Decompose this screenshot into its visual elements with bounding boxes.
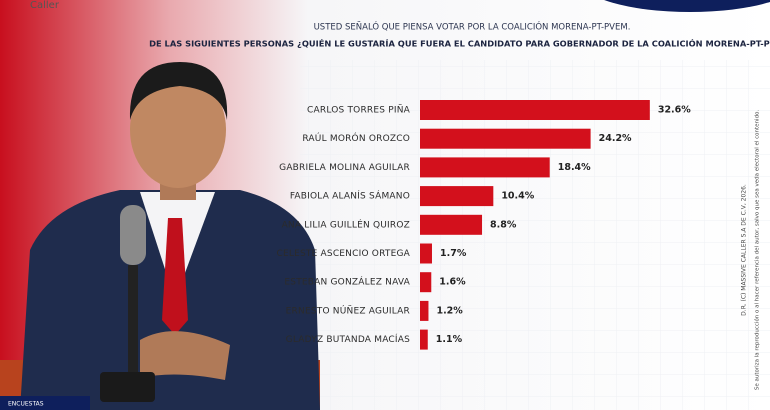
value-label: 1.6% [439, 277, 466, 288]
bar [420, 157, 550, 178]
value-label: 18.4% [558, 162, 591, 173]
bar [420, 214, 483, 235]
mic-base [100, 372, 155, 402]
hands [140, 331, 230, 380]
tie [162, 218, 188, 335]
logo: Caller [30, 0, 60, 11]
bar [420, 329, 428, 350]
badge-box [0, 396, 90, 410]
photo: ENCUESTAS [0, 62, 320, 410]
bar [420, 100, 650, 120]
value-label: 32.6% [658, 105, 691, 116]
bar [420, 243, 432, 264]
value-label: 8.8% [490, 219, 517, 230]
chart-subtitle: DE LAS SIGUIENTES PERSONAS ¿QUIÉN LE GUS… [149, 38, 770, 49]
bar [420, 272, 432, 293]
bar [420, 186, 494, 207]
value-label: 1.7% [440, 248, 467, 259]
hair [129, 62, 228, 120]
bar [420, 128, 591, 149]
category-label: ANA LILIA GUILLÉN QUIROZ [282, 218, 410, 230]
value-label: 1.1% [436, 334, 463, 345]
microphone [120, 205, 146, 265]
face [130, 72, 226, 188]
chart-title: USTED SEÑALÓ QUE PIENSA VOTAR POR LA COA… [314, 21, 631, 33]
copyright: D.R. (C) MASSIVE CALLER S.A DE C.V, 2026… [741, 184, 748, 316]
category-label: CARLOS TORRES PIÑA [307, 105, 411, 116]
category-label: GABRIELA MOLINA AGUILAR [279, 163, 410, 173]
category-label: GLADYZ BUTANDA MACÍAS [286, 333, 410, 345]
badge: ENCUESTAS [8, 401, 44, 408]
category-label: ERNESTO NÚÑEZ AGUILAR [286, 304, 410, 316]
category-label: FABIOLA ALANÍS SÁMANO [290, 190, 410, 202]
value-label: 10.4% [501, 191, 534, 202]
value-label: 24.2% [599, 133, 632, 144]
corner-shape [604, 0, 770, 12]
mic-stand [128, 265, 138, 375]
category-label: CELESTE ASCENCIO ORTEGA [277, 249, 411, 259]
bar [420, 300, 429, 321]
value-label: 1.2% [436, 305, 463, 316]
category-label: RAÚL MORÓN OROZCO [302, 132, 410, 144]
category-label: ESTEBAN GONZÁLEZ NAVA [284, 276, 410, 288]
notice: Se autoriza la reproducción o al hacer r… [754, 110, 761, 390]
